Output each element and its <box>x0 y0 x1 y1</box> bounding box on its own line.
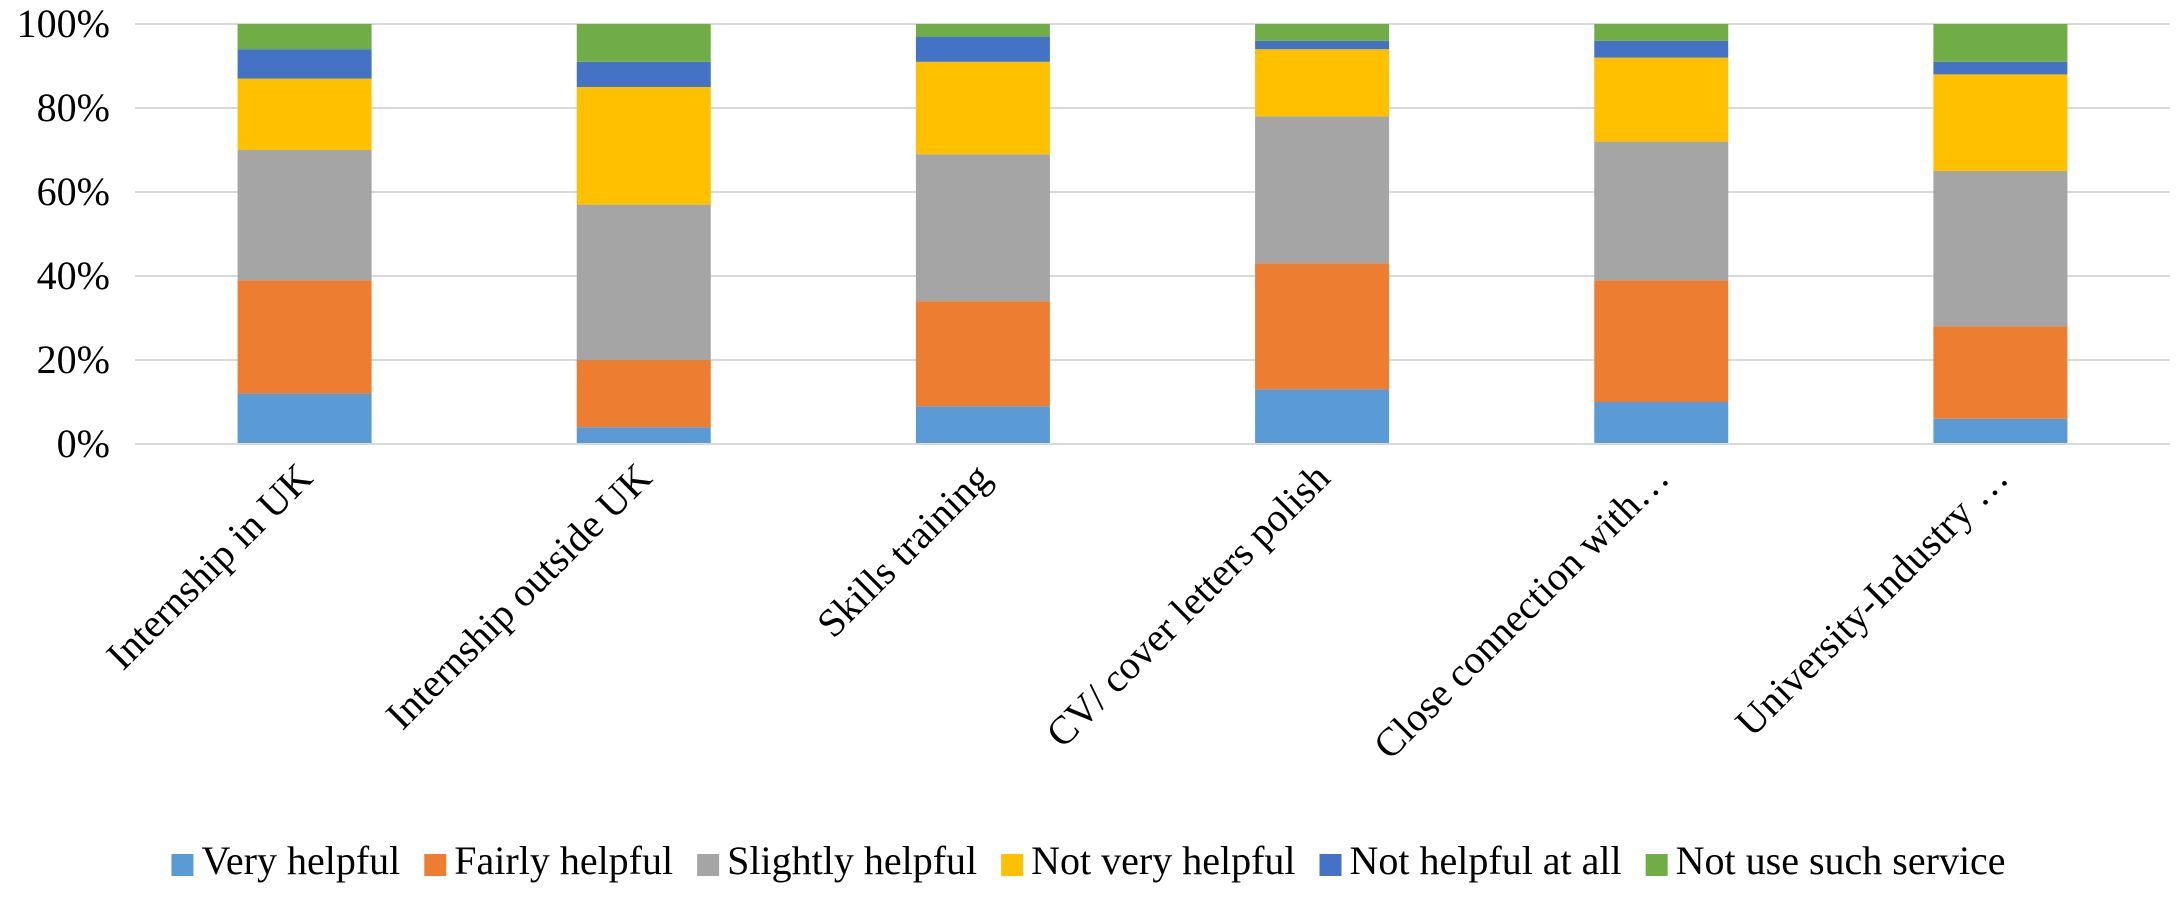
bar-segment <box>1255 263 1390 390</box>
legend-item: Not use such service <box>1645 838 2006 883</box>
bar-segment <box>1933 418 2068 444</box>
bar-segment <box>1594 141 1729 281</box>
bar-segment <box>915 154 1050 302</box>
bar-segment <box>915 301 1050 407</box>
x-category-label: University-Industry … <box>1727 455 2017 745</box>
bar-segment <box>1594 280 1729 402</box>
bar-segment <box>237 49 372 79</box>
bar-segment <box>237 78 372 150</box>
bar-segment <box>237 150 372 281</box>
x-category-label: Close connection with… <box>1365 455 1678 768</box>
bar-segment <box>576 87 711 205</box>
bars <box>237 24 2068 444</box>
legend-item: Not helpful at all <box>1319 838 1622 883</box>
legend-label: Slightly helpful <box>727 838 977 883</box>
legend-label: Very helpful <box>201 838 400 883</box>
bar-segment <box>576 24 711 62</box>
bar-segment <box>915 36 1050 62</box>
bar-segment <box>237 393 372 444</box>
legend-swatch <box>697 854 720 876</box>
y-tick-label: 100% <box>17 1 110 46</box>
bar-segment <box>1594 402 1729 444</box>
bar-segment <box>237 280 372 394</box>
x-category-label: CV/ cover letters polish <box>1037 455 1338 756</box>
legend-item: Fairly helpful <box>424 838 673 883</box>
bar-segment <box>1933 74 2068 171</box>
bar-segment <box>1933 61 2068 75</box>
bar-segment <box>1255 49 1390 117</box>
bar-segment <box>1255 40 1390 50</box>
bar-segment <box>1255 116 1390 264</box>
bar-segment <box>1933 24 2068 62</box>
legend-swatch <box>1645 854 1668 876</box>
legend: Very helpful Fairly helpful Slightly helpf… <box>171 838 2006 883</box>
x-category-label: Skills training <box>808 455 999 646</box>
legend-item: Not very helpful <box>1001 838 1296 883</box>
legend-swatch <box>171 854 194 876</box>
y-tick-label: 0% <box>57 421 110 466</box>
x-category-label: Internship outside UK <box>377 454 660 737</box>
legend-label: Not very helpful <box>1031 838 1295 883</box>
bar-segment <box>237 24 372 50</box>
x-category-label: Internship in UK <box>97 454 321 678</box>
bar-segment <box>915 61 1050 155</box>
bar-segment <box>576 61 711 87</box>
legend-label: Not use such service <box>1676 838 2006 883</box>
bar-segment <box>1933 326 2068 419</box>
y-axis-tick-labels: 0% 20% 40% 60% 80% 100% <box>17 1 110 466</box>
bar-segment <box>915 406 1050 444</box>
bar-segment <box>915 24 1050 37</box>
legend-item: Very helpful <box>171 838 400 883</box>
y-tick-label: 20% <box>37 337 110 382</box>
bar-segment <box>1255 24 1390 41</box>
bar-segment <box>1594 57 1729 142</box>
bar-segment <box>1594 24 1729 41</box>
legend-swatch <box>1319 854 1342 876</box>
bar-segment <box>576 360 711 428</box>
bar-segment <box>576 204 711 360</box>
legend-swatch <box>1001 854 1024 876</box>
bar-segment <box>576 427 711 444</box>
bar-segment <box>1933 171 2068 327</box>
legend-item: Slightly helpful <box>697 838 977 883</box>
bar-segment <box>1255 389 1390 444</box>
y-tick-label: 80% <box>37 85 110 130</box>
y-tick-label: 60% <box>37 169 110 214</box>
y-tick-label: 40% <box>37 253 110 298</box>
gridlines <box>135 23 2170 361</box>
x-axis-category-labels: Internship in UK Internship outside UK Ski… <box>97 454 2016 767</box>
legend-label: Not helpful at all <box>1350 838 1622 883</box>
legend-label: Fairly helpful <box>454 838 673 883</box>
bar-segment <box>1594 40 1729 58</box>
legend-swatch <box>424 854 447 876</box>
